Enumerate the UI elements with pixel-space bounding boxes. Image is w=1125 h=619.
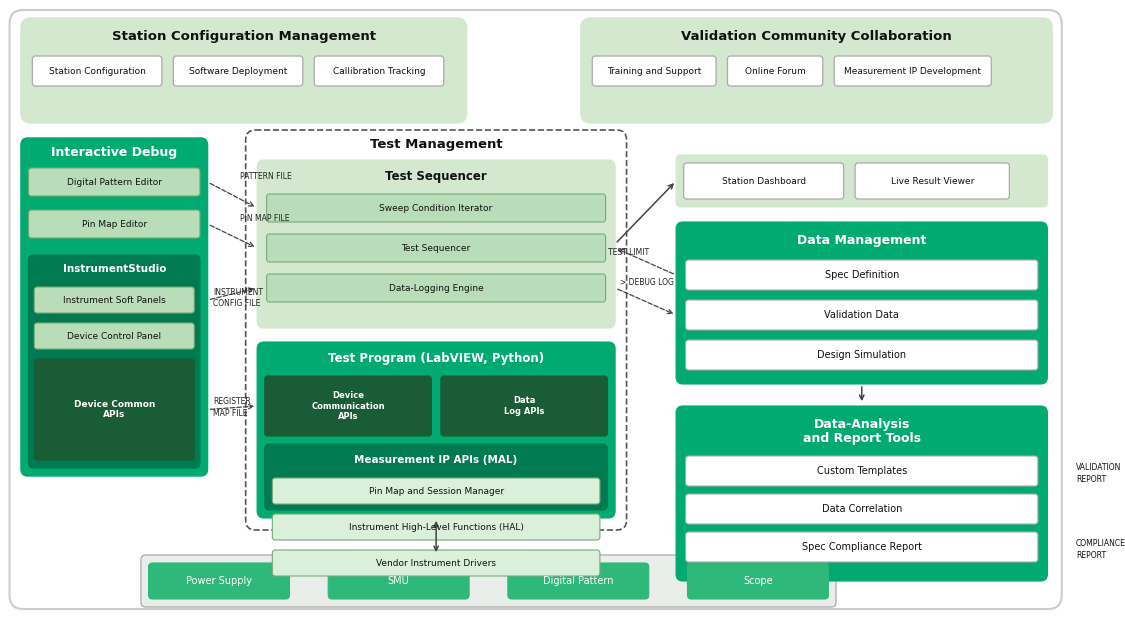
FancyBboxPatch shape: [28, 168, 200, 196]
FancyBboxPatch shape: [264, 444, 608, 510]
Text: Device
Communication
APIs: Device Communication APIs: [312, 391, 385, 421]
FancyBboxPatch shape: [580, 18, 1052, 123]
Text: Device Control Panel: Device Control Panel: [68, 332, 161, 340]
Text: Custom Templates: Custom Templates: [817, 466, 907, 476]
Text: Data
Log APIs: Data Log APIs: [504, 396, 544, 416]
FancyBboxPatch shape: [676, 222, 1047, 384]
Text: Instrument Soft Panels: Instrument Soft Panels: [63, 295, 165, 305]
FancyBboxPatch shape: [21, 138, 208, 476]
Text: Pin Map Editor: Pin Map Editor: [82, 220, 147, 228]
Text: Training and Support: Training and Support: [608, 66, 701, 76]
FancyBboxPatch shape: [141, 555, 836, 607]
Text: Pin Map and Session Manager: Pin Map and Session Manager: [369, 487, 504, 495]
FancyBboxPatch shape: [267, 234, 605, 262]
Text: Measurement IP APIs (MAL): Measurement IP APIs (MAL): [354, 455, 518, 465]
Text: Live Result Viewer: Live Result Viewer: [891, 176, 974, 186]
FancyBboxPatch shape: [676, 406, 1047, 581]
Text: Spec Compliance Report: Spec Compliance Report: [802, 542, 921, 552]
Text: SMU: SMU: [388, 576, 409, 586]
FancyBboxPatch shape: [441, 376, 608, 436]
Text: Online Forum: Online Forum: [745, 66, 805, 76]
Text: Data-Logging Engine: Data-Logging Engine: [389, 284, 484, 293]
FancyBboxPatch shape: [148, 563, 289, 599]
Text: Station Configuration Management: Station Configuration Management: [111, 30, 376, 43]
Text: Design Simulation: Design Simulation: [817, 350, 907, 360]
Text: > DEBUG LOG: > DEBUG LOG: [620, 277, 674, 287]
Text: REGISTER: REGISTER: [214, 397, 251, 406]
FancyBboxPatch shape: [684, 163, 844, 199]
Text: PIN MAP FILE: PIN MAP FILE: [240, 214, 289, 222]
FancyBboxPatch shape: [855, 163, 1009, 199]
Text: Validation Data: Validation Data: [825, 310, 899, 320]
FancyBboxPatch shape: [258, 160, 615, 328]
Text: Data Management: Data Management: [798, 233, 927, 246]
Text: MAP FILE: MAP FILE: [214, 409, 248, 418]
FancyBboxPatch shape: [28, 210, 200, 238]
FancyBboxPatch shape: [21, 18, 467, 123]
Text: Scope: Scope: [744, 576, 773, 586]
FancyBboxPatch shape: [34, 323, 195, 349]
Text: Power Supply: Power Supply: [186, 576, 252, 586]
Text: REPORT: REPORT: [1076, 550, 1106, 560]
Text: and Report Tools: and Report Tools: [803, 431, 920, 444]
FancyBboxPatch shape: [592, 56, 717, 86]
Text: COMPLIANCE: COMPLIANCE: [1076, 539, 1125, 547]
Text: PATTERN FILE: PATTERN FILE: [240, 171, 291, 181]
FancyBboxPatch shape: [685, 300, 1038, 330]
FancyBboxPatch shape: [272, 514, 600, 540]
Text: Data-Analysis: Data-Analysis: [813, 417, 910, 430]
FancyBboxPatch shape: [272, 550, 600, 576]
Text: CONFIG FILE: CONFIG FILE: [214, 298, 261, 308]
FancyBboxPatch shape: [33, 56, 162, 86]
Text: Station Dashboard: Station Dashboard: [721, 176, 806, 186]
Text: Test Sequencer: Test Sequencer: [385, 170, 487, 183]
FancyBboxPatch shape: [264, 376, 431, 436]
FancyBboxPatch shape: [28, 255, 200, 468]
Text: Test Program (LabVIEW, Python): Test Program (LabVIEW, Python): [328, 352, 544, 365]
Text: INSTRUMENT: INSTRUMENT: [214, 287, 263, 297]
FancyBboxPatch shape: [685, 340, 1038, 370]
FancyBboxPatch shape: [685, 456, 1038, 486]
Text: Vendor Instrument Drivers: Vendor Instrument Drivers: [376, 558, 496, 568]
FancyBboxPatch shape: [34, 359, 195, 460]
FancyBboxPatch shape: [728, 56, 822, 86]
Text: Spec Definition: Spec Definition: [825, 270, 899, 280]
Text: Interactive Debug: Interactive Debug: [52, 145, 178, 158]
FancyBboxPatch shape: [328, 563, 469, 599]
FancyBboxPatch shape: [507, 563, 649, 599]
Text: VALIDATION: VALIDATION: [1076, 462, 1122, 472]
Text: REPORT: REPORT: [1076, 475, 1106, 483]
Text: Test Management: Test Management: [370, 137, 503, 150]
Text: Data Correlation: Data Correlation: [821, 504, 902, 514]
FancyBboxPatch shape: [685, 494, 1038, 524]
Text: Digital Pattern: Digital Pattern: [543, 576, 613, 586]
FancyBboxPatch shape: [34, 287, 195, 313]
FancyBboxPatch shape: [173, 56, 303, 86]
Text: Digital Pattern Editor: Digital Pattern Editor: [66, 178, 162, 186]
Text: Sweep Condition Iterator: Sweep Condition Iterator: [379, 204, 493, 212]
Text: TEST LIMIT: TEST LIMIT: [608, 248, 649, 256]
FancyBboxPatch shape: [687, 563, 828, 599]
Text: Software Deployment: Software Deployment: [189, 66, 287, 76]
FancyBboxPatch shape: [9, 10, 1062, 609]
FancyBboxPatch shape: [267, 194, 605, 222]
Text: Instrument High-Level Functions (HAL): Instrument High-Level Functions (HAL): [349, 522, 523, 532]
FancyBboxPatch shape: [272, 478, 600, 504]
FancyBboxPatch shape: [685, 532, 1038, 562]
Text: Validation Community Collaboration: Validation Community Collaboration: [681, 30, 952, 43]
Text: Station Configuration: Station Configuration: [48, 66, 145, 76]
FancyBboxPatch shape: [314, 56, 443, 86]
FancyBboxPatch shape: [267, 274, 605, 302]
Text: Callibration Tracking: Callibration Tracking: [333, 66, 425, 76]
FancyBboxPatch shape: [685, 260, 1038, 290]
FancyBboxPatch shape: [834, 56, 991, 86]
Text: Device Common
APIs: Device Common APIs: [73, 400, 155, 419]
Text: Test Sequencer: Test Sequencer: [402, 243, 470, 253]
Text: Measurement IP Development: Measurement IP Development: [844, 66, 981, 76]
Text: InstrumentStudio: InstrumentStudio: [63, 264, 166, 274]
FancyBboxPatch shape: [258, 342, 615, 518]
FancyBboxPatch shape: [676, 155, 1047, 207]
